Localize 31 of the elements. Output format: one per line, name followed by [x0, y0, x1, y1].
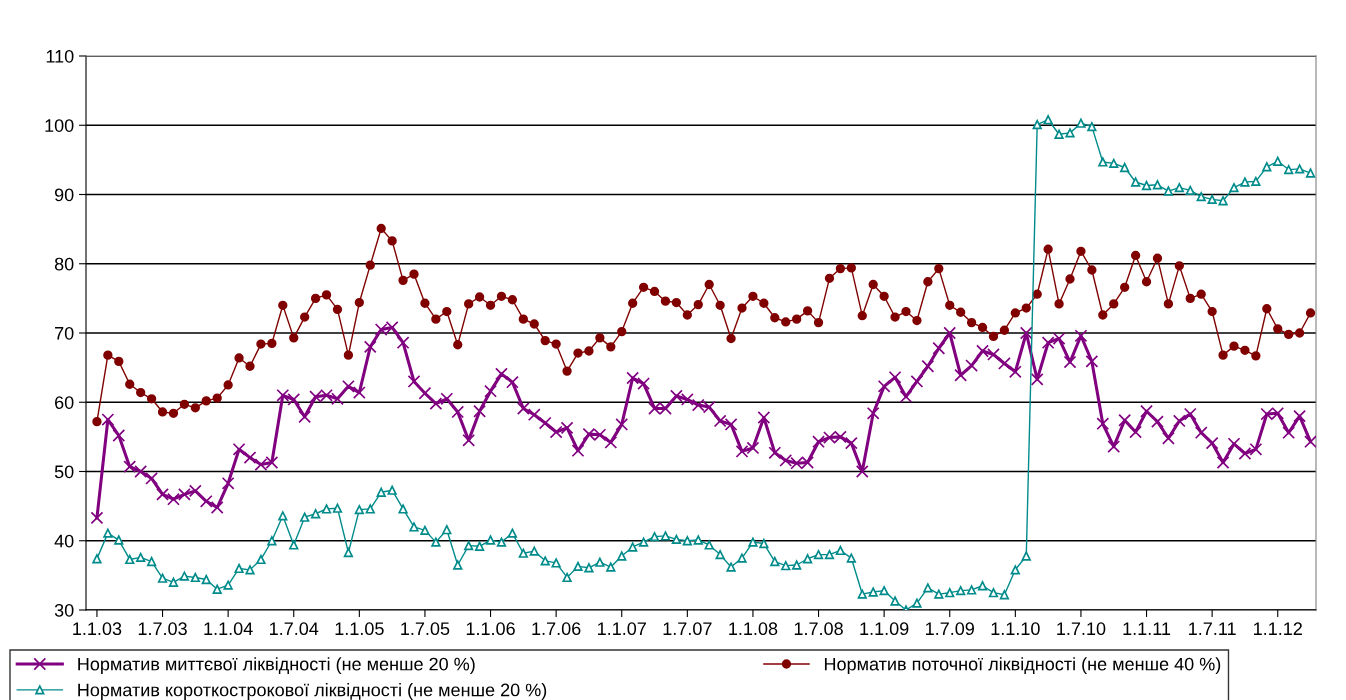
legend-label: Норматив поточної ліквідності (не менше 40 %): [824, 657, 1221, 675]
y-tick-label: 90: [54, 188, 74, 202]
legend-label: Норматив миттєвої ліквідності (не менше 20 %): [78, 657, 475, 675]
y-tick-label: 50: [54, 465, 74, 479]
x-tick-label: 1.1.11: [1123, 622, 1171, 635]
x-tick-label: 1.7.07: [663, 622, 712, 636]
x-tick-label: 1.1.06: [466, 622, 515, 636]
x-tick-label: 1.7.03: [138, 622, 187, 636]
x-tick-label: 1.1.09: [860, 622, 909, 636]
x-tick-label: 1.7.10: [1057, 622, 1106, 636]
y-tick-label: 80: [54, 257, 74, 271]
y-tick-label: 100: [45, 119, 74, 132]
x-tick-label: 1.7.11: [1189, 622, 1236, 635]
y-tick-label: 30: [54, 603, 74, 617]
x-tick-label: 1.1.08: [729, 622, 778, 636]
x-tick-label: 1.7.09: [926, 622, 974, 636]
x-tick-label: 1.7.05: [401, 622, 450, 636]
x-tick-label: 1.7.06: [532, 622, 581, 636]
x-tick-label: 1.1.03: [73, 622, 122, 636]
legend-label: Норматив короткострокової ліквідності (не менше 20 %): [78, 683, 547, 700]
x-tick-label: 1.1.04: [204, 622, 253, 636]
x-tick-label: 1.7.08: [794, 622, 843, 636]
y-tick-label: 110: [46, 49, 74, 63]
x-tick-label: 1.1.07: [598, 622, 646, 636]
x-tick-label: 1.1.05: [335, 622, 384, 636]
y-tick-label: 70: [55, 326, 74, 340]
x-tick-label: 1.1.10: [991, 622, 1040, 636]
y-tick-label: 40: [54, 534, 74, 548]
y-tick-label: 60: [55, 396, 74, 409]
x-tick-label: 1.7.04: [270, 622, 319, 636]
x-tick-label: 1.1.12: [1254, 622, 1302, 635]
